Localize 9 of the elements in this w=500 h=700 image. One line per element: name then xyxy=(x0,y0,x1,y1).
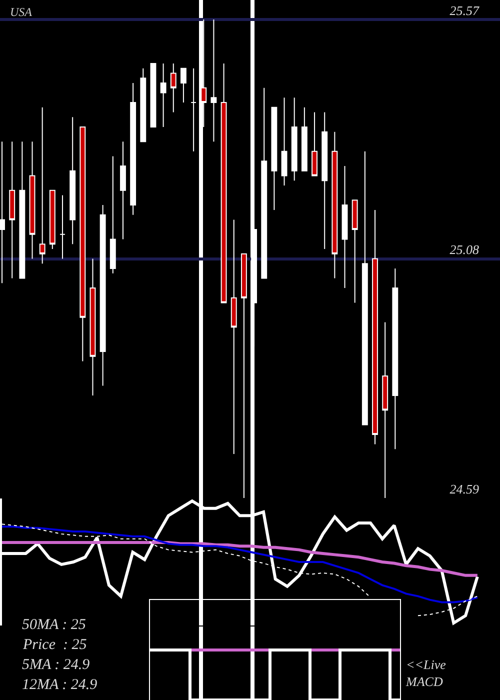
chart-title: USA xyxy=(10,5,33,19)
text: 5MA : 24.9 xyxy=(22,657,90,673)
annotation: 50MA : 25 xyxy=(22,617,86,633)
y-tick-label: 25.57 xyxy=(450,2,480,18)
text: 12MA : 24.9 xyxy=(22,677,98,693)
y-tick-label: 24.59 xyxy=(450,481,480,496)
annotation: <<Live MACD xyxy=(405,657,446,689)
y-tick-label: 25.08 xyxy=(450,242,480,258)
text: Price : 25 xyxy=(22,637,88,653)
